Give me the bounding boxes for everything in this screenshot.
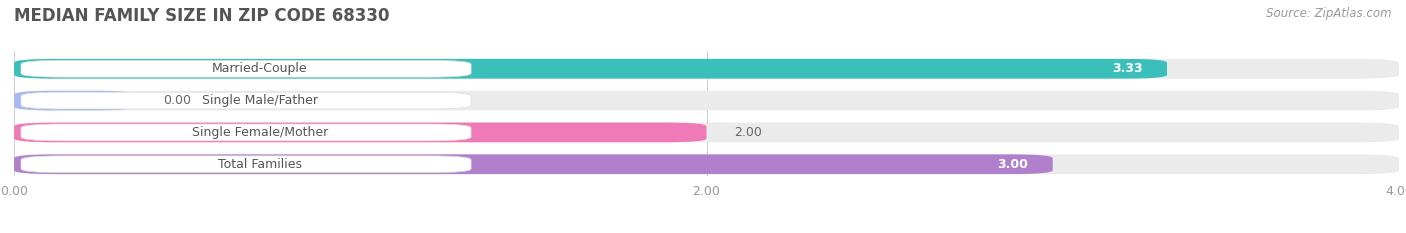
FancyBboxPatch shape: [21, 156, 471, 173]
Text: Source: ZipAtlas.com: Source: ZipAtlas.com: [1267, 7, 1392, 20]
FancyBboxPatch shape: [14, 59, 1399, 79]
Text: Total Families: Total Families: [218, 158, 302, 171]
FancyBboxPatch shape: [14, 123, 707, 142]
FancyBboxPatch shape: [21, 124, 471, 141]
Text: 3.00: 3.00: [998, 158, 1029, 171]
FancyBboxPatch shape: [14, 123, 1399, 142]
Text: 3.33: 3.33: [1112, 62, 1143, 75]
Text: Single Male/Father: Single Male/Father: [202, 94, 318, 107]
FancyBboxPatch shape: [14, 91, 1399, 110]
Text: Single Female/Mother: Single Female/Mother: [191, 126, 328, 139]
Text: 0.00: 0.00: [163, 94, 191, 107]
Text: 2.00: 2.00: [734, 126, 762, 139]
FancyBboxPatch shape: [14, 91, 135, 110]
FancyBboxPatch shape: [14, 154, 1053, 174]
FancyBboxPatch shape: [21, 60, 471, 77]
FancyBboxPatch shape: [14, 59, 1167, 79]
FancyBboxPatch shape: [14, 154, 1399, 174]
Text: MEDIAN FAMILY SIZE IN ZIP CODE 68330: MEDIAN FAMILY SIZE IN ZIP CODE 68330: [14, 7, 389, 25]
FancyBboxPatch shape: [21, 92, 471, 109]
Text: Married-Couple: Married-Couple: [212, 62, 308, 75]
